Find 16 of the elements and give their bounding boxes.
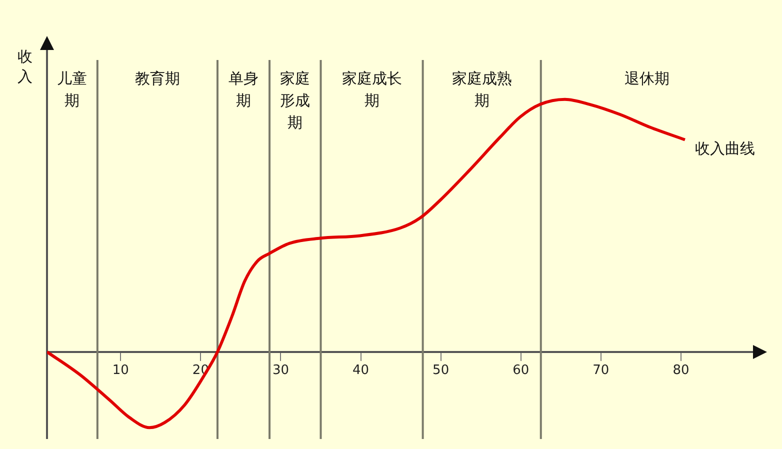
x-tick-label: 70 xyxy=(592,363,610,378)
annotation: 家庭成长期 xyxy=(342,69,402,110)
annotation: 儿童期 xyxy=(57,69,88,110)
text: 教育期 xyxy=(134,69,180,88)
annotation: 家庭形成期 xyxy=(280,69,310,132)
series-label: 收入曲线 xyxy=(694,140,755,158)
annotation: 家庭成熟期 xyxy=(452,69,512,110)
x-tick-label: 10 xyxy=(112,363,129,378)
x-tick-label: 80 xyxy=(672,363,690,378)
x-tick-label: 60 xyxy=(512,363,530,378)
y-axis-title: 收入 xyxy=(18,47,32,86)
x-tick-label: 50 xyxy=(432,363,450,378)
x-tick-label: 30 xyxy=(272,363,290,378)
x-tick-label: 40 xyxy=(352,363,370,378)
text: 退休期 xyxy=(624,69,670,88)
annotation: 单身期 xyxy=(228,69,259,110)
